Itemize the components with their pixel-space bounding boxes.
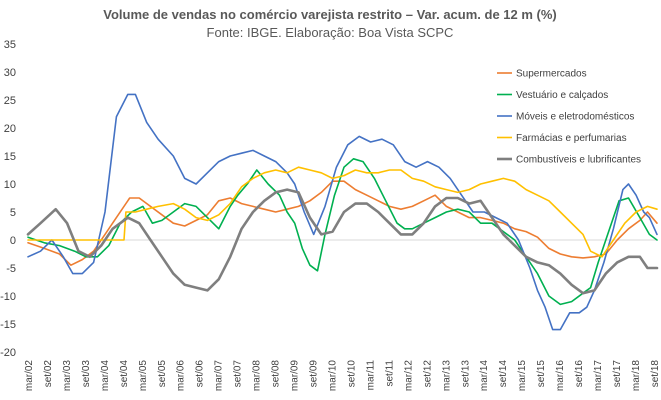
chart-subtitle: Fonte: IBGE. Elaboração: Boa Vista SCPC [207, 25, 454, 40]
x-tick-label: mar/05 [138, 360, 149, 392]
y-tick-label: 5 [10, 207, 16, 219]
y-tick-label: 20 [4, 123, 16, 135]
series-line [27, 158, 658, 306]
x-tick-label: set/06 [195, 360, 206, 388]
x-tick-label: set/16 [574, 360, 585, 388]
y-axis: -20 -15 -10 -5 0 5 10 15 20 25 30 35 [0, 39, 16, 359]
x-tick-label: set/05 [157, 360, 168, 388]
legend: Supermercados Vestuário e calçados Móveis … [497, 69, 641, 166]
x-axis: mar/02 set/02 mar/03 set/03 mar/04 set/04 mar/… [24, 360, 661, 392]
legend-label: Móveis e eletrodomésticos [516, 112, 634, 123]
x-tick-label: mar/12 [403, 360, 414, 392]
x-tick-label: set/07 [233, 360, 244, 388]
x-tick-label: set/14 [498, 360, 509, 388]
x-tick-label: set/04 [119, 360, 130, 388]
y-tick-label: 0 [10, 235, 16, 247]
legend-label: Combustíveis e lubrificantes [516, 155, 641, 166]
y-tick-label: -15 [0, 319, 16, 331]
series-line [27, 93, 658, 331]
x-tick-label: mar/16 [555, 360, 566, 392]
x-tick-label: mar/11 [365, 360, 376, 391]
y-tick-label: -5 [6, 263, 16, 275]
x-tick-label: mar/10 [327, 360, 338, 392]
y-tick-label: 15 [4, 151, 16, 163]
legend-label: Farmácias e perfumarias [516, 133, 627, 144]
x-tick-label: mar/06 [176, 360, 187, 392]
x-tick-label: mar/09 [290, 360, 301, 392]
x-tick-label: mar/14 [479, 360, 490, 392]
x-tick-label: mar/17 [593, 360, 604, 392]
x-tick-label: set/09 [309, 360, 320, 388]
x-tick-label: mar/13 [441, 360, 452, 392]
legend-label: Vestuário e calçados [516, 90, 608, 101]
x-tick-label: mar/15 [517, 360, 528, 392]
x-tick-label: set/02 [43, 360, 54, 388]
y-tick-label: 30 [4, 67, 16, 79]
x-tick-label: mar/07 [214, 360, 225, 392]
y-tick-label: 25 [4, 95, 16, 107]
y-tick-label: 10 [4, 179, 16, 191]
x-tick-label: set/03 [81, 360, 92, 388]
series-line [26, 188, 659, 295]
series-lines [26, 93, 659, 331]
x-tick-label: mar/04 [100, 360, 111, 392]
series-line [27, 166, 658, 258]
x-tick-label: mar/08 [252, 360, 263, 392]
x-tick-label: mar/02 [24, 360, 35, 392]
x-tick-label: set/12 [422, 360, 433, 388]
x-tick-label: mar/03 [62, 360, 73, 392]
x-tick-label: set/13 [460, 360, 471, 388]
x-tick-label: set/10 [346, 360, 357, 388]
series-line [27, 180, 658, 267]
x-tick-label: set/17 [612, 360, 623, 388]
x-tick-label: set/18 [650, 360, 661, 388]
x-tick-label: set/15 [536, 360, 547, 388]
y-tick-label: 35 [4, 39, 16, 51]
chart-title: Volume de vendas no comércio varejista r… [103, 7, 557, 22]
x-tick-label: set/08 [271, 360, 282, 388]
y-tick-label: -20 [0, 347, 16, 359]
x-tick-label: mar/18 [631, 360, 642, 392]
legend-label: Supermercados [516, 69, 587, 80]
x-tick-label: set/11 [384, 360, 395, 387]
y-tick-label: -10 [0, 291, 16, 303]
